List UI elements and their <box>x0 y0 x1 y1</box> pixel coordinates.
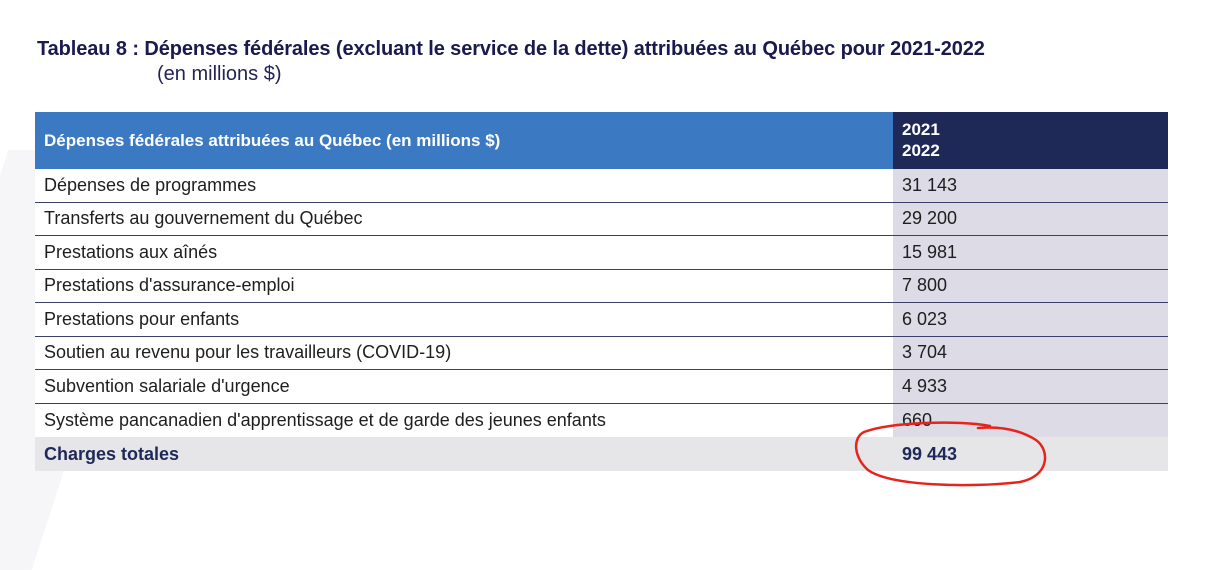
row-label: Dépenses de programmes <box>35 169 893 202</box>
row-label: Subvention salariale d'urgence <box>35 370 893 403</box>
row-value: 6 023 <box>893 303 1168 336</box>
header-label: Dépenses fédérales attribuées au Québec … <box>35 112 893 169</box>
table-row: Subvention salariale d'urgence 4 933 <box>35 370 1168 404</box>
title-main: Tableau 8 : Dépenses fédérales (excluant… <box>37 38 985 60</box>
header-year-line2: 2022 <box>902 141 940 160</box>
title-unit: (en millions $) <box>157 63 282 85</box>
row-value: 4 933 <box>893 370 1168 403</box>
table-row: Dépenses de programmes 31 143 <box>35 169 1168 203</box>
table-row: Soutien au revenu pour les travailleurs … <box>35 336 1168 370</box>
row-label: Soutien au revenu pour les travailleurs … <box>35 336 893 369</box>
table-header: Dépenses fédérales attribuées au Québec … <box>35 112 1168 169</box>
row-label: Prestations d'assurance-emploi <box>35 269 893 302</box>
total-label: Charges totales <box>35 437 893 471</box>
header-year-line1: 2021 <box>902 120 940 139</box>
row-value: 3 704 <box>893 336 1168 369</box>
table-row: Système pancanadien d'apprentissage et d… <box>35 403 1168 437</box>
row-label: Prestations aux aînés <box>35 236 893 269</box>
header-year: 2021 2022 <box>893 112 1168 169</box>
row-label: Prestations pour enfants <box>35 303 893 336</box>
row-label: Transferts au gouvernement du Québec <box>35 202 893 235</box>
row-value: 15 981 <box>893 236 1168 269</box>
table-row: Prestations pour enfants 6 023 <box>35 303 1168 337</box>
row-value: 31 143 <box>893 169 1168 202</box>
expenditure-table: Dépenses fédérales attribuées au Québec … <box>35 112 1168 471</box>
total-value: 99 443 <box>893 437 1168 471</box>
table-row: Prestations aux aînés 15 981 <box>35 236 1168 270</box>
table-title: Tableau 8 : Dépenses fédérales (excluant… <box>37 38 985 86</box>
row-label: Système pancanadien d'apprentissage et d… <box>35 403 893 437</box>
table-row: Transferts au gouvernement du Québec 29 … <box>35 202 1168 236</box>
table-row: Prestations d'assurance-emploi 7 800 <box>35 269 1168 303</box>
red-annotation-circle-icon <box>855 421 1047 487</box>
row-value: 29 200 <box>893 202 1168 235</box>
row-value: 7 800 <box>893 269 1168 302</box>
total-row: Charges totales 99 443 <box>35 437 1168 471</box>
